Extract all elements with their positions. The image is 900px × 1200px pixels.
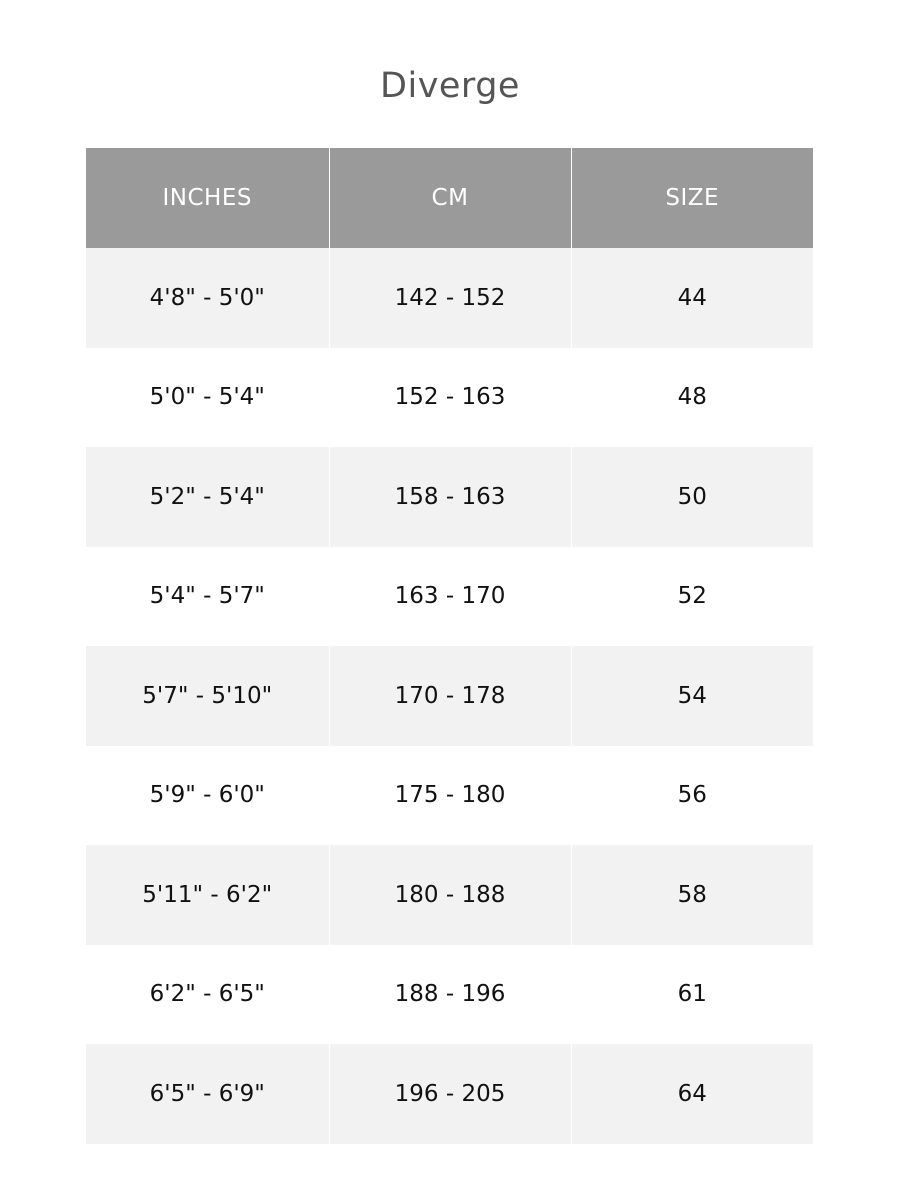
cell-cm: 142 - 152 bbox=[328, 248, 571, 348]
size-chart-table: INCHES CM SIZE 4'8" - 5'0" 142 - 152 44 5'0… bbox=[86, 148, 813, 1144]
column-header-inches: INCHES bbox=[86, 148, 329, 248]
cell-cm: 175 - 180 bbox=[328, 745, 571, 845]
table-header-row: INCHES CM SIZE bbox=[86, 148, 813, 248]
table-row: 5'2" - 5'4" 158 - 163 50 bbox=[86, 447, 813, 547]
cell-cm: 163 - 170 bbox=[328, 546, 571, 646]
column-header-size: SIZE bbox=[570, 148, 813, 248]
cell-inches: 4'8" - 5'0" bbox=[86, 248, 329, 348]
table-row: 6'2" - 6'5" 188 - 196 61 bbox=[86, 944, 813, 1044]
table-row: 5'11" - 6'2" 180 - 188 58 bbox=[86, 845, 813, 945]
page-title: Diverge bbox=[380, 66, 520, 106]
cell-size: 58 bbox=[570, 845, 813, 945]
cell-cm: 152 - 163 bbox=[328, 347, 571, 447]
column-header-cm: CM bbox=[328, 148, 571, 248]
cell-size: 61 bbox=[570, 944, 813, 1044]
cell-cm: 170 - 178 bbox=[328, 646, 571, 746]
cell-inches: 5'4" - 5'7" bbox=[86, 546, 329, 646]
cell-size: 56 bbox=[570, 745, 813, 845]
cell-inches: 5'0" - 5'4" bbox=[86, 347, 329, 447]
cell-size: 54 bbox=[570, 646, 813, 746]
cell-size: 52 bbox=[570, 546, 813, 646]
cell-inches: 5'9" - 6'0" bbox=[86, 745, 329, 845]
cell-size: 64 bbox=[570, 1044, 813, 1144]
table-row: 6'5" - 6'9" 196 - 205 64 bbox=[86, 1044, 813, 1144]
table-row: 5'9" - 6'0" 175 - 180 56 bbox=[86, 745, 813, 845]
cell-inches: 6'2" - 6'5" bbox=[86, 944, 329, 1044]
cell-inches: 5'2" - 5'4" bbox=[86, 447, 329, 547]
table-row: 5'4" - 5'7" 163 - 170 52 bbox=[86, 546, 813, 646]
cell-cm: 158 - 163 bbox=[328, 447, 571, 547]
cell-cm: 188 - 196 bbox=[328, 944, 571, 1044]
cell-cm: 196 - 205 bbox=[328, 1044, 571, 1144]
cell-size: 44 bbox=[570, 248, 813, 348]
cell-cm: 180 - 188 bbox=[328, 845, 571, 945]
cell-inches: 5'11" - 6'2" bbox=[86, 845, 329, 945]
cell-size: 50 bbox=[570, 447, 813, 547]
cell-inches: 6'5" - 6'9" bbox=[86, 1044, 329, 1144]
table-row: 4'8" - 5'0" 142 - 152 44 bbox=[86, 248, 813, 348]
table-row: 5'7" - 5'10" 170 - 178 54 bbox=[86, 646, 813, 746]
table-row: 5'0" - 5'4" 152 - 163 48 bbox=[86, 347, 813, 447]
cell-size: 48 bbox=[570, 347, 813, 447]
cell-inches: 5'7" - 5'10" bbox=[86, 646, 329, 746]
